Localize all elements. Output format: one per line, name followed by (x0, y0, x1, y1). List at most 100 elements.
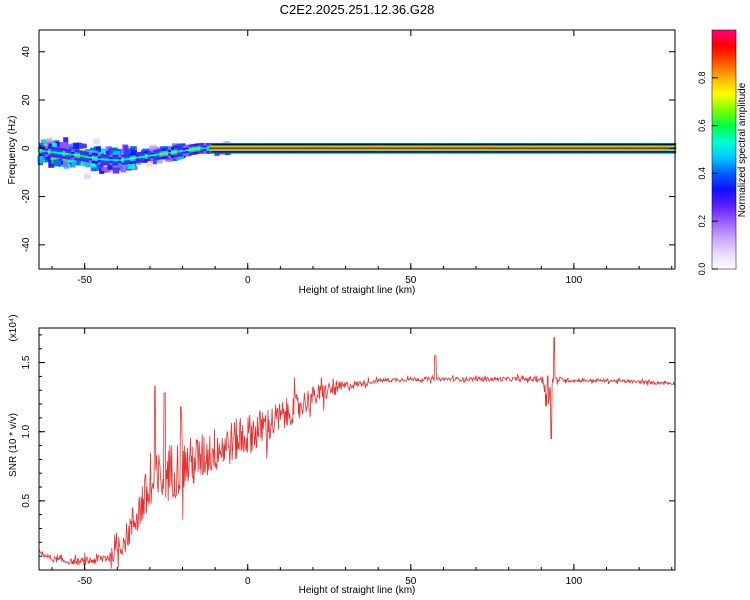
heatmap-cell (84, 173, 92, 180)
heatmap-cell (179, 150, 184, 153)
heatmap-cell (549, 147, 553, 150)
heatmap-cell (100, 158, 104, 161)
heatmap-cell (44, 150, 49, 153)
colorbar-tick-label: 0.2 (697, 215, 707, 228)
heatmap-cell (602, 147, 606, 150)
heatmap-cell (120, 165, 127, 173)
heatmap-cell (144, 167, 149, 175)
heatmap-cell (587, 147, 592, 150)
heatmap-cell (605, 147, 609, 150)
heatmap-cell (141, 155, 145, 158)
heatmap-cell (535, 147, 539, 150)
heatmap-cell (634, 147, 639, 150)
heatmap-cell (449, 147, 454, 150)
heatmap-cell (620, 147, 624, 150)
heatmap-cell (250, 147, 254, 150)
heatmap-cell (332, 147, 336, 150)
heatmap-cell (458, 147, 462, 150)
heatmap-cell (388, 147, 392, 150)
heatmap-cell (112, 159, 116, 162)
heatmap-cell (110, 163, 115, 171)
heatmap-cell (108, 192, 114, 198)
heatmap-cell (526, 147, 530, 150)
colorbar-gradient (712, 30, 736, 269)
heatmap-cell (206, 147, 210, 150)
heatmap-cell (57, 189, 64, 194)
heatmap-cell (426, 147, 430, 150)
heatmap-cell (107, 135, 114, 142)
heatmap-cell (667, 147, 671, 150)
heatmap-cell (191, 148, 195, 151)
heatmap-cell (514, 147, 518, 150)
heatmap-cell (579, 147, 583, 150)
heatmap-cell (317, 147, 322, 150)
heatmap-cell (45, 142, 52, 147)
heatmap-cell (156, 153, 160, 156)
heatmap-cell (611, 147, 615, 150)
heatmap-cell (97, 158, 101, 161)
spectrogram-frame (38, 29, 676, 270)
snr-panel: -50 0 50 100 0.5 1.0 1.5 Height of straight l… (8, 314, 676, 596)
heatmap-cell (93, 138, 100, 145)
heatmap-cell (176, 150, 181, 153)
heatmap-cell (185, 149, 189, 152)
heatmap-cell (65, 153, 69, 155)
heatmap-cell (364, 147, 369, 150)
heatmap-cell (361, 147, 366, 150)
heatmap-cell (467, 147, 471, 150)
heatmap-cell (83, 155, 87, 158)
heatmap-cell (150, 158, 158, 165)
heatmap-cell (105, 151, 111, 157)
figure-title: C2E2.2025.251.12.36.G28 (280, 2, 435, 17)
heatmap-cell (385, 147, 389, 150)
heatmap-cell (59, 141, 68, 150)
heatmap-cell (502, 147, 506, 150)
heatmap-cell (144, 155, 148, 158)
snr-x-ticks: -50 0 50 100 (51, 328, 673, 587)
heatmap-cell (82, 143, 87, 149)
heatmap-cell (491, 147, 495, 150)
heatmap-cell (294, 147, 298, 150)
heatmap-cell (567, 147, 571, 150)
heatmap-cell (309, 147, 313, 150)
heatmap-cell (132, 157, 137, 160)
heatmap-cell (314, 147, 319, 150)
heatmap-cell (617, 147, 621, 150)
heatmap-cell (215, 147, 219, 150)
heatmap-cell (121, 158, 125, 161)
colorbar-ticks: 0.0 0.2 0.4 0.6 0.8 (697, 72, 718, 275)
heatmap-cell (168, 140, 173, 147)
heatmap-cell (103, 158, 107, 161)
heatmap-cell (153, 154, 157, 156)
heatmap-cell (220, 147, 225, 150)
heatmap-cell (232, 147, 236, 150)
heatmap-cell (129, 157, 134, 160)
heatmap-cell (72, 188, 80, 195)
heatmap-cell (593, 147, 597, 150)
heatmap-cell (552, 147, 556, 150)
heatmap-cell (253, 147, 257, 150)
heatmap-cell (356, 147, 360, 150)
heatmap-cell (306, 147, 310, 150)
heatmap-cell (473, 147, 477, 150)
heatmap-cell (488, 147, 492, 150)
heatmap-cell (182, 149, 187, 152)
heatmap-cell (51, 143, 57, 148)
heatmap-cell (135, 156, 140, 159)
heatmap-cell (470, 147, 474, 150)
spectrogram-panel: -50 0 50 100 -40 -20 0 20 40 Height of straight… (7, 29, 677, 296)
heatmap-cell (96, 162, 102, 169)
heatmap-cell (573, 147, 577, 150)
spectrogram-y-label: Frequency (Hz) (7, 116, 18, 185)
heatmap-cell (350, 147, 354, 150)
heatmap-cell (655, 147, 659, 150)
heatmap-cell (344, 147, 348, 150)
heatmap-cell (63, 159, 68, 167)
heatmap-cell (118, 159, 122, 162)
heatmap-cell (400, 147, 404, 150)
heatmap-cell (127, 163, 136, 169)
heatmap-cell (247, 147, 251, 150)
heatmap-cell (505, 147, 509, 150)
heatmap-cell (391, 147, 395, 150)
